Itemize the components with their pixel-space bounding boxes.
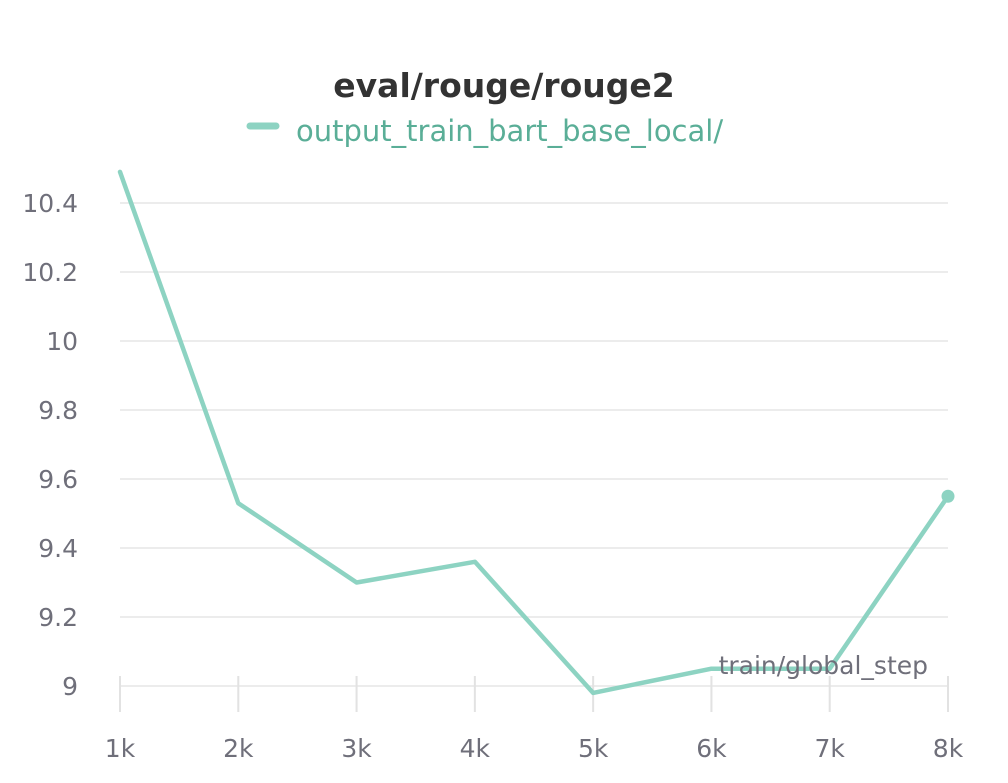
y-tick-label: 10 [46,327,78,356]
y-tick-label: 10.4 [22,189,78,218]
grid [120,202,948,687]
x-axis: 1k 2k 3k 4k 5k 6k 7k 8k [105,676,964,763]
y-tick-label: 9.6 [38,465,78,494]
series-layer [117,169,955,696]
y-tick-label: 9 [62,672,78,701]
y-tick-label: 9.2 [38,603,78,632]
x-tick-label: 4k [460,734,491,763]
x-tick-label: 7k [815,734,846,763]
x-tick-label: 3k [341,734,372,763]
legend-label: output_train_bart_base_local/ [296,114,723,148]
x-tick-label: 8k [933,734,964,763]
x-axis-label: train/global_step [719,651,928,680]
chart-title: eval/rouge/rouge2 [333,66,674,105]
x-tick-label: 2k [223,734,254,763]
series-line [117,169,951,696]
y-tick-label: 10.2 [22,258,78,287]
y-tick-label: 9.8 [38,396,78,425]
x-tick-label: 1k [105,734,136,763]
y-axis: 9 9.2 9.4 9.6 9.8 10 10.2 10.4 [22,189,78,701]
x-tick-label: 6k [696,734,727,763]
last-point-marker [941,489,955,503]
y-tick-label: 9.4 [38,534,78,563]
x-tick-label: 5k [578,734,609,763]
legend: output_train_bart_base_local/ [246,114,723,148]
